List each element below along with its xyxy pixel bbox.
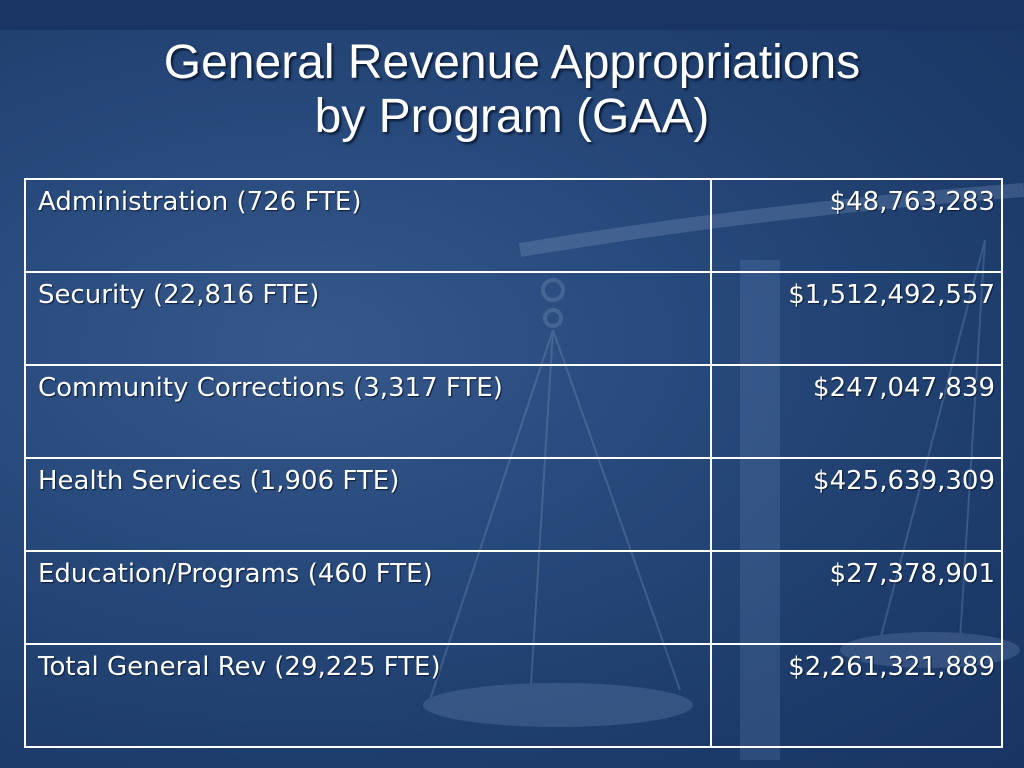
slide-title: General Revenue Appropriations by Progra…	[0, 36, 1024, 144]
table-row: Community Corrections (3,317 FTE) $247,0…	[24, 364, 1003, 459]
table-row: Education/Programs (460 FTE) $27,378,901	[24, 550, 1003, 645]
program-cell: Total General Rev (29,225 FTE)	[24, 643, 712, 748]
total-row: Total General Rev (29,225 FTE) $2,261,32…	[24, 643, 1003, 748]
amount-cell: $1,512,492,557	[710, 271, 1003, 366]
table-row: Security (22,816 FTE) $1,512,492,557	[24, 271, 1003, 366]
top-band	[0, 0, 1024, 30]
amount-cell: $48,763,283	[710, 178, 1003, 273]
amount-cell: $2,261,321,889	[710, 643, 1003, 748]
table-row: Administration (726 FTE) $48,763,283	[24, 178, 1003, 273]
appropriations-table: Administration (726 FTE) $48,763,283 Sec…	[24, 178, 1003, 748]
program-cell: Education/Programs (460 FTE)	[24, 550, 712, 645]
program-cell: Community Corrections (3,317 FTE)	[24, 364, 712, 459]
program-cell: Administration (726 FTE)	[24, 178, 712, 273]
program-cell: Security (22,816 FTE)	[24, 271, 712, 366]
amount-cell: $27,378,901	[710, 550, 1003, 645]
amount-cell: $425,639,309	[710, 457, 1003, 552]
title-line-1: General Revenue Appropriations	[163, 36, 861, 89]
amount-cell: $247,047,839	[710, 364, 1003, 459]
table-row: Health Services (1,906 FTE) $425,639,309	[24, 457, 1003, 552]
program-cell: Health Services (1,906 FTE)	[24, 457, 712, 552]
title-line-2: by Program (GAA)	[314, 90, 710, 143]
